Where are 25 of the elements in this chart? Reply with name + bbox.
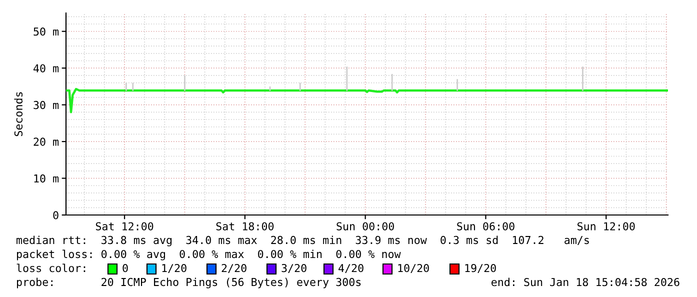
text: 2/20 bbox=[222, 264, 246, 274]
text: 1/20 bbox=[162, 264, 186, 274]
text: 3/20 bbox=[282, 264, 306, 274]
y-tick-label: 0 bbox=[53, 211, 58, 220]
text: probe: 20 ICMP Echo Pings (56 Bytes) every 300s bbox=[17, 278, 361, 288]
text: loss color: bbox=[16, 264, 86, 272]
y-tick-label: 20 m bbox=[34, 138, 59, 146]
x-tick-label: Sun 06:00 bbox=[457, 222, 514, 230]
text: end: Sun Jan 18 15:04:58 2026 bbox=[492, 278, 680, 286]
y-axis-title: Seconds bbox=[14, 92, 23, 136]
y-tick-label: 10 m bbox=[34, 174, 59, 183]
x-tick-label: Sun 12:00 bbox=[578, 222, 635, 230]
text: 4/20 bbox=[338, 264, 364, 274]
y-tick-label: 30 m bbox=[34, 100, 59, 110]
text: 19/20 bbox=[465, 264, 496, 274]
text: median rtt: 33.8 ms avg 34.0 ms max 28.0 ms min 33.9 ms now 0.3 ms sd 107.2 am/s bbox=[16, 236, 589, 246]
text: 0 bbox=[122, 264, 128, 272]
y-tick-label: 40 m bbox=[34, 64, 59, 72]
y-tick-label: 50 m bbox=[34, 27, 59, 36]
text: 10/20 bbox=[398, 264, 429, 274]
x-tick-label: Sat 12:00 bbox=[96, 222, 154, 230]
line-series bbox=[66, 88, 668, 114]
x-tick-label: Sun 00:00 bbox=[336, 222, 394, 230]
text: packet loss: 0.00 % avg 0.00 % max 0.00 % min 0.00 % now bbox=[17, 250, 401, 260]
x-tick-label: Sat 18:00 bbox=[216, 222, 274, 230]
